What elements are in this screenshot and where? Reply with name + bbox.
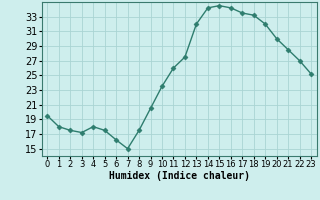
X-axis label: Humidex (Indice chaleur): Humidex (Indice chaleur) <box>109 171 250 181</box>
